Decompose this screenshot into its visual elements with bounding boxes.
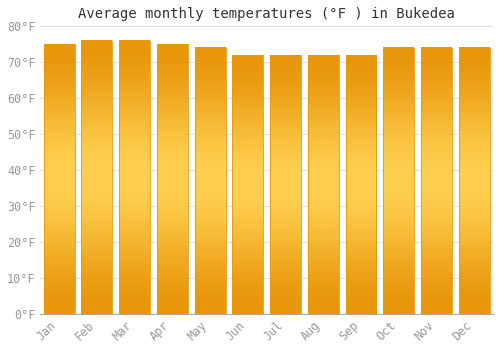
Bar — [308, 55, 338, 314]
Bar — [232, 55, 264, 314]
Bar — [458, 48, 490, 314]
Bar — [44, 44, 74, 314]
Bar — [194, 48, 226, 314]
Bar — [119, 41, 150, 314]
Bar — [421, 48, 452, 314]
Bar — [346, 55, 376, 314]
Bar — [270, 55, 301, 314]
Title: Average monthly temperatures (°F ) in Bukedea: Average monthly temperatures (°F ) in Bu… — [78, 7, 455, 21]
Bar — [157, 44, 188, 314]
Bar — [82, 41, 112, 314]
Bar — [384, 48, 414, 314]
